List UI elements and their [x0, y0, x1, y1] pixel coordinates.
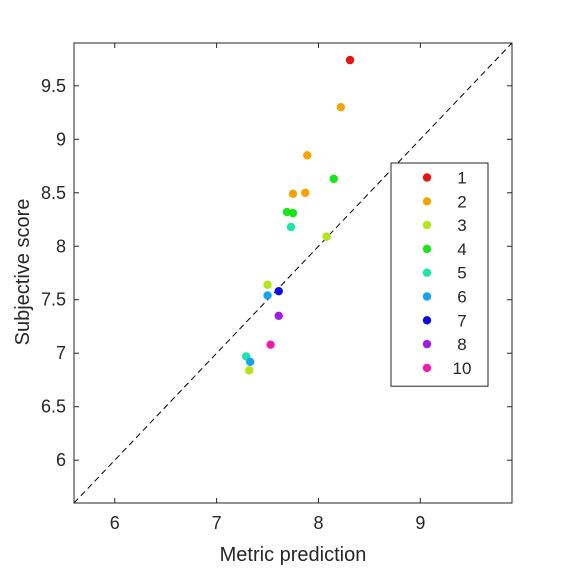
legend-label-10: 10 — [453, 359, 472, 378]
data-point-series-2 — [301, 188, 310, 197]
legend-label-4: 4 — [457, 240, 466, 259]
data-point-series-2 — [288, 189, 298, 199]
legend-marker-3 — [422, 220, 432, 230]
y-tick-label: 8.5 — [41, 183, 66, 203]
data-point-series-6 — [263, 291, 272, 300]
y-axis-label: Subjective score — [12, 199, 34, 346]
y-tick-label: 7 — [56, 343, 66, 363]
legend-label-8: 8 — [457, 335, 466, 354]
data-point-series-4 — [288, 208, 298, 218]
data-point-series-6 — [246, 357, 255, 366]
legend: 1 2 3 4 5 6 7 8 10 — [390, 162, 489, 387]
reference-diagonal-line — [73, 42, 513, 504]
data-point-series-7 — [274, 286, 283, 296]
data-point-series-3 — [263, 280, 272, 289]
y-tick-label: 9 — [56, 129, 66, 149]
legend-marker-7 — [422, 316, 432, 325]
y-tick-label: 7.5 — [41, 290, 66, 310]
x-tick-label: 7 — [212, 513, 222, 533]
legend-marker-10 — [422, 363, 432, 373]
x-tick-label: 8 — [313, 513, 323, 533]
legend-label-3: 3 — [457, 216, 466, 235]
data-point-series-3 — [322, 232, 331, 241]
legend-marker-4 — [422, 244, 432, 254]
legend-box — [390, 162, 489, 387]
data-point-series-1 — [345, 55, 355, 65]
legend-label-7: 7 — [457, 311, 466, 330]
legend-label-6: 6 — [457, 288, 466, 307]
legend-label-1: 1 — [457, 169, 466, 188]
axes-box — [73, 42, 513, 504]
data-point-series-2 — [303, 151, 312, 160]
data-point-series-4 — [329, 174, 338, 184]
data-point-series-3 — [245, 366, 254, 375]
data-point-series-2 — [336, 102, 346, 112]
x-tick-label: 6 — [110, 513, 120, 533]
x-axis-label: Metric prediction — [220, 544, 367, 566]
plot-area: 6 7 8 9 6 6.5 7 7.5 8 8.5 9 9.5 — [41, 42, 513, 533]
data-point-series-5 — [286, 222, 296, 232]
legend-marker-6 — [422, 292, 432, 301]
y-tick-label: 6.5 — [41, 397, 66, 417]
x-tick-label: 9 — [415, 513, 425, 533]
legend-label-5: 5 — [457, 264, 466, 283]
legend-marker-1 — [422, 173, 432, 182]
data-point-series-8 — [274, 311, 283, 320]
y-tick-label: 6 — [56, 450, 66, 470]
legend-marker-5 — [422, 268, 432, 277]
data-point-series-10 — [266, 340, 275, 349]
y-tick-label: 8 — [56, 236, 66, 256]
y-tick-label: 9.5 — [41, 76, 66, 96]
legend-marker-8 — [422, 339, 432, 349]
legend-label-2: 2 — [457, 192, 466, 211]
legend-marker-2 — [422, 197, 432, 206]
